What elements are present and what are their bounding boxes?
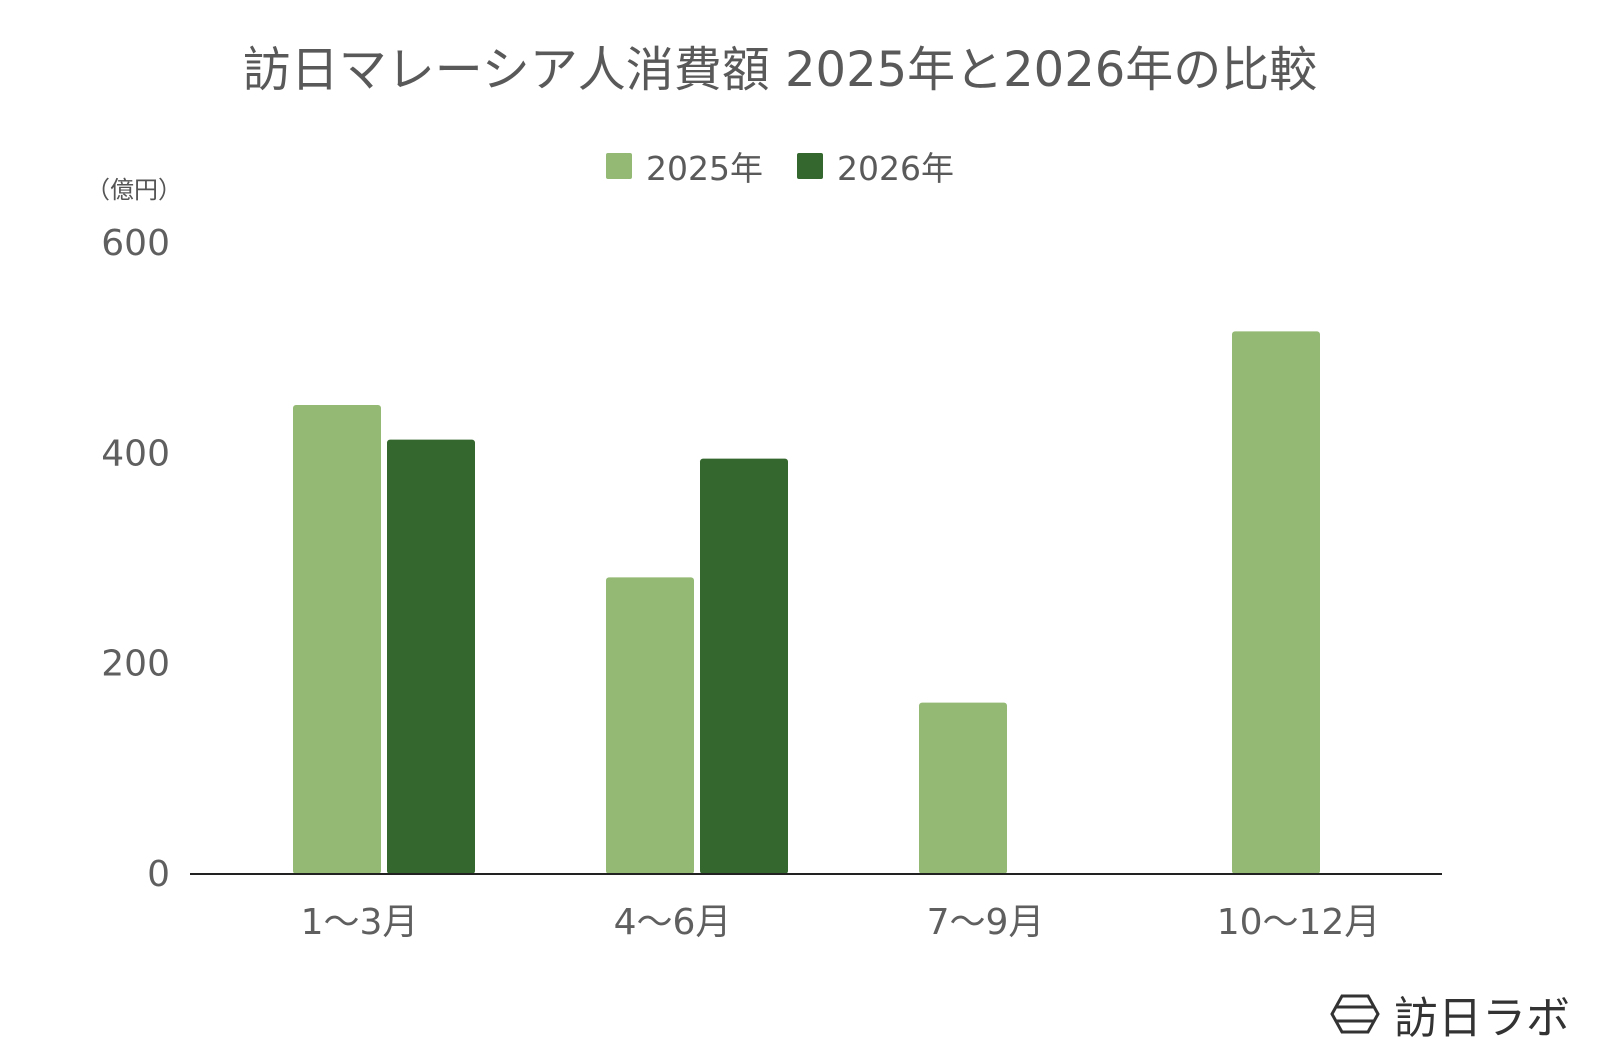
- legend-swatch-2025: [606, 153, 633, 179]
- bar-2026-1: [700, 458, 788, 874]
- x-tick-label: 7〜9月: [927, 902, 1045, 943]
- y-tick-label: 0: [147, 854, 170, 895]
- y-axis-unit-label: （億円）: [86, 176, 182, 204]
- chart-title: 訪日マレーシア人消費額 2025年と2026年の比較: [242, 42, 1318, 98]
- legend-swatch-2026: [797, 153, 823, 179]
- legend-label-2025: 2025年: [646, 149, 763, 188]
- bar-2025-0: [293, 404, 381, 874]
- legend-item-2026: 2026年: [797, 142, 954, 190]
- legend: 2025年 2026年: [0, 142, 1560, 190]
- x-tick-label: 1〜3月: [301, 902, 419, 943]
- x-tick-label: 4〜6月: [614, 902, 732, 943]
- y-tick-label: 200: [101, 644, 170, 685]
- bar-2025-2: [919, 702, 1007, 874]
- logo-hexagon-icon: [1330, 994, 1380, 1034]
- y-tick-label: 400: [101, 433, 170, 474]
- bar-2025-3: [1232, 331, 1320, 875]
- legend-label-2026: 2026年: [837, 149, 954, 188]
- bar-2025-1: [606, 577, 694, 874]
- legend-item-2025: 2025年: [606, 142, 763, 190]
- brand-logo: 訪日ラボ: [1330, 982, 1570, 1046]
- bar-2026-0: [387, 439, 475, 874]
- y-tick-label: 600: [101, 223, 170, 264]
- logo-text: 訪日ラボ: [1394, 993, 1570, 1044]
- x-tick-label: 10〜12月: [1217, 902, 1381, 943]
